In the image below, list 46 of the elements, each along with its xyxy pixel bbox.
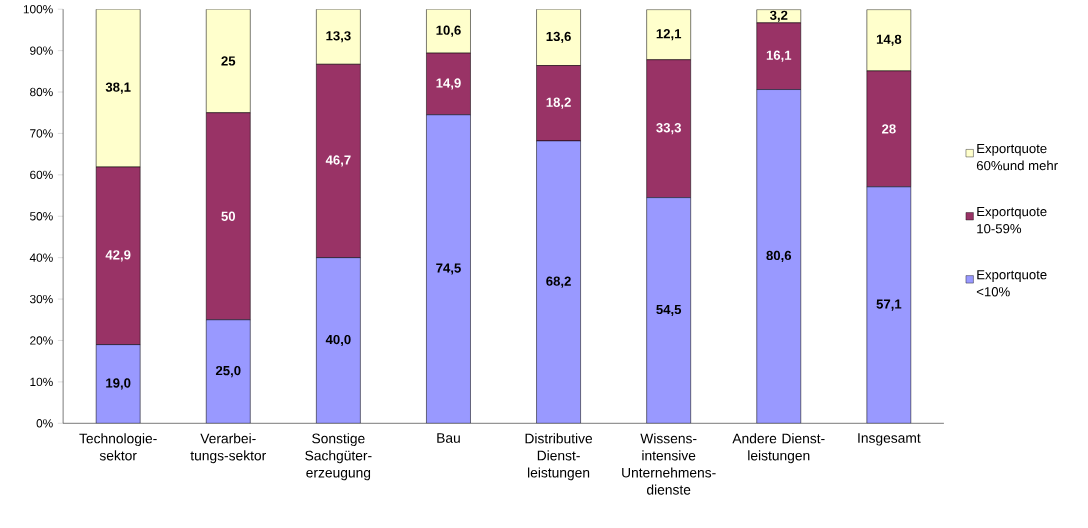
y-tick-label: 10% xyxy=(30,377,53,386)
data-label: 38,1 xyxy=(105,82,131,94)
data-label: 50 xyxy=(221,211,236,221)
data-label: 80,6 xyxy=(766,250,792,262)
x-tick-label: Technologie-sektor xyxy=(79,432,157,461)
data-label: 28 xyxy=(882,123,896,134)
data-label: 74,5 xyxy=(436,263,461,275)
y-tick-label: 70% xyxy=(30,129,53,138)
data-label: 25 xyxy=(221,56,236,66)
data-label: 3,2 xyxy=(769,10,788,22)
data-label: 14,8 xyxy=(876,34,902,46)
data-label: 40,0 xyxy=(325,334,351,346)
x-tick-label: Sonstige Sachgüter-erzeugung xyxy=(305,432,372,481)
legend-label: Exportquote <10% xyxy=(976,269,1047,297)
data-label: 12,1 xyxy=(656,28,682,41)
data-label: 25,0 xyxy=(215,365,241,377)
x-tick-label: Bau xyxy=(437,432,460,443)
data-label: 13,3 xyxy=(326,30,351,43)
y-tick-label: 0% xyxy=(36,418,53,428)
data-label: 19,0 xyxy=(106,378,131,390)
y-tick-label: 50% xyxy=(30,211,53,221)
data-label: 68,2 xyxy=(546,276,571,288)
legend-label: Exportquote 10-59% xyxy=(977,206,1047,234)
y-tick-label: 60% xyxy=(30,170,53,179)
x-tick-label: Distributive Dienst-leistungen xyxy=(525,432,593,481)
y-tick-label: 100% xyxy=(23,4,53,14)
data-label: 16,1 xyxy=(766,50,792,62)
x-tick-label: Wissens-intensive Unternehmens-dienste xyxy=(622,432,716,495)
data-label: 18,2 xyxy=(546,97,571,109)
data-label: 42,9 xyxy=(105,249,131,262)
data-label: 14,9 xyxy=(436,78,461,90)
x-tick-label: Andere Dienst-leistungen xyxy=(732,432,825,463)
data-label: 10,6 xyxy=(436,25,461,37)
y-tick-label: 90% xyxy=(30,46,53,55)
y-tick-label: 20% xyxy=(30,336,53,345)
y-tick-label: 80% xyxy=(30,87,53,96)
data-label: 33,3 xyxy=(656,122,681,135)
x-tick-label: Insgesamt xyxy=(858,432,921,446)
data-label: 57,1 xyxy=(876,299,902,311)
data-label: 46,7 xyxy=(325,155,351,167)
y-tick-label: 40% xyxy=(29,253,53,262)
data-label: 13,6 xyxy=(546,31,571,43)
data-label: 54,5 xyxy=(656,304,682,316)
x-tick-label: Verarbei-tungs-sektor xyxy=(190,432,267,463)
legend-label: Exportquote 60%und mehr xyxy=(976,143,1058,170)
y-tick-label: 30% xyxy=(29,294,53,304)
